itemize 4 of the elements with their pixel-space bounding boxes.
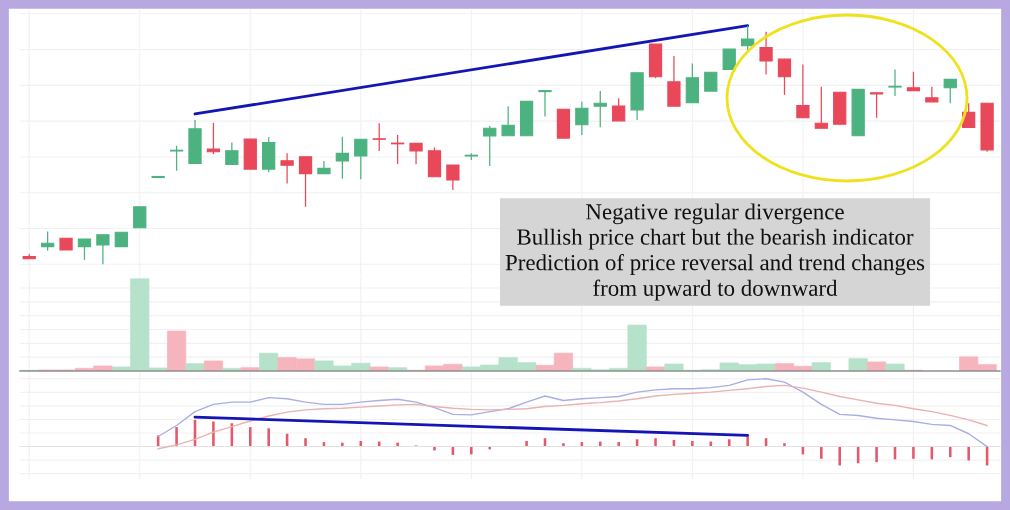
annotation: Bullish price chart but the bearish indicator [517, 228, 914, 250]
annotation: from upward to downward [593, 279, 838, 301]
annotation: Prediction of price reversal and trend changes [505, 253, 925, 276]
annotation: Negative regular divergence [586, 203, 844, 225]
